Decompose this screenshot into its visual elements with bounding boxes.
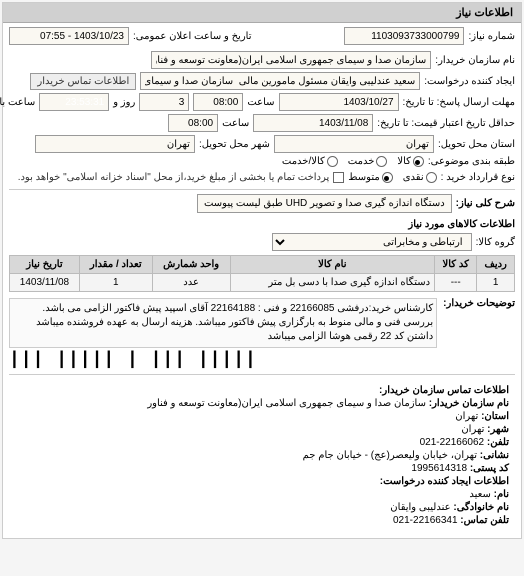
label-validity: حداقل تاریخ اعتبار قیمت: تا تاریخ:	[377, 118, 515, 129]
radio-dot-icon	[426, 172, 437, 183]
th-name: نام کالا	[230, 256, 434, 274]
th-unit: واحد شمارش	[152, 256, 230, 274]
label-days: روز و	[113, 97, 135, 108]
input-response-date[interactable]	[279, 93, 399, 111]
radio-group-contract: نقدی متوسط	[348, 172, 436, 183]
label-address: نشانی:	[480, 450, 509, 461]
radio-service[interactable]: خدمت	[348, 156, 388, 167]
radio-cash[interactable]: نقدی	[403, 172, 437, 183]
label-requester: ایجاد کننده درخواست:	[424, 76, 515, 87]
select-goods-group[interactable]: ارتباطی و مخابراتی	[272, 233, 472, 251]
label-packing: طبقه بندی موضوعی:	[428, 156, 515, 167]
buyer-contact-button[interactable]: اطلاعات تماس خریدار	[30, 73, 136, 90]
form-need-info: شماره نیاز: تاریخ و ساعت اعلان عمومی: نا…	[3, 23, 521, 538]
value-postal: 1995614318	[411, 463, 467, 474]
buyer-desc-body: کارشناس خرید:درفشی 22166085 و فنی : 2216…	[9, 298, 437, 348]
input-days-value[interactable]	[139, 93, 189, 111]
label-request-number: شماره نیاز:	[468, 31, 515, 42]
input-remaining-time	[39, 93, 109, 111]
contact-header: اطلاعات تماس سازمان خریدار:	[379, 385, 509, 396]
label-province: استان:	[481, 411, 509, 422]
radio-both[interactable]: کالا/خدمت	[282, 156, 338, 167]
sub-header-goods: اطلاعات کالاهای مورد نیاز	[9, 219, 515, 230]
th-row: ردیف	[477, 256, 515, 274]
label-contract-type: نوع قرارداد خرید :	[441, 172, 515, 183]
label-lname: نام خانوادگی:	[453, 502, 509, 513]
radio-group-subject: کالا خدمت کالا/خدمت	[282, 156, 424, 167]
contact-info-block: اطلاعات تماس سازمان خریدار: نام سازمان خ…	[9, 379, 515, 534]
table-row: 1 --- دستگاه اندازه گیری صدا با دسی بل م…	[10, 274, 515, 292]
value-cphone: 22166341-021	[393, 515, 458, 526]
value-province: تهران	[455, 411, 478, 422]
input-requester[interactable]	[140, 72, 420, 90]
value-fname: سعید	[469, 489, 490, 500]
input-buyer-org[interactable]	[151, 51, 431, 69]
label-phone: تلفن:	[487, 437, 509, 448]
label-general-title: شرح کلی نیاز:	[456, 198, 515, 209]
note-payment: پرداخت تمام یا بخشی از مبلغ خرید،از محل …	[18, 170, 330, 185]
input-validity-date[interactable]	[253, 114, 373, 132]
value-city: تهران	[461, 424, 484, 435]
th-qty: تعداد / مقدار	[79, 256, 152, 274]
label-buyer-desc: توضیحات خریدار:	[443, 298, 515, 348]
creator-header: اطلاعات ایجاد کننده درخواست:	[380, 476, 509, 487]
label-remaining: ساعت باقی مانده	[0, 97, 35, 108]
checkbox-treasury[interactable]	[333, 172, 344, 183]
value-org: سازمان صدا و سیمای جمهوری اسلامی ایران(م…	[147, 398, 426, 409]
label-goods-group: گروه کالا:	[476, 237, 515, 248]
input-response-time[interactable]	[193, 93, 243, 111]
label-public-datetime: تاریخ و ساعت اعلان عمومی:	[133, 31, 252, 42]
goods-table: ردیف کد کالا نام کالا واحد شمارش تعداد /…	[9, 255, 515, 292]
radio-dot-icon	[413, 156, 424, 167]
value-phone: 22166062-021	[420, 437, 485, 448]
label-delivery-city: شهر محل تحویل:	[199, 139, 270, 150]
radio-goods[interactable]: کالا	[397, 156, 424, 167]
label-postal: کد پستی:	[470, 463, 509, 474]
general-title-box: دستگاه اندازه گیری صدا و تصویر UHD طبق ل…	[197, 194, 452, 213]
main-panel: اطلاعات نیاز شماره نیاز: تاریخ و ساعت اع…	[2, 2, 522, 539]
label-org: نام سازمان خریدار:	[429, 398, 509, 409]
input-delivery-province[interactable]	[274, 135, 434, 153]
barcode: ||||| ||| | ||||| |||	[9, 350, 515, 370]
value-address: تهران، خیابان ولیعصر(عج) - خیابان جام جم	[303, 450, 477, 461]
th-date: تاریخ نیاز	[10, 256, 80, 274]
label-buyer-org: نام سازمان خریدار:	[435, 55, 515, 66]
input-request-number[interactable]	[344, 27, 464, 45]
radio-dot-icon	[382, 172, 393, 183]
input-validity-time[interactable]	[168, 114, 218, 132]
value-lname: عندلیبی وایقان	[390, 502, 450, 513]
th-code: کد کالا	[435, 256, 477, 274]
label-city: شهر:	[487, 424, 509, 435]
input-delivery-city[interactable]	[35, 135, 195, 153]
radio-dot-icon	[327, 156, 338, 167]
label-cphone: تلفن تماس:	[460, 515, 509, 526]
label-time-1: ساعت	[247, 97, 274, 108]
label-response-deadline: مهلت ارسال پاسخ: تا تاریخ:	[403, 97, 515, 108]
input-public-datetime[interactable]	[9, 27, 129, 45]
radio-dot-icon	[376, 156, 387, 167]
label-fname: نام:	[494, 489, 509, 500]
radio-medium[interactable]: متوسط	[348, 172, 392, 183]
label-time-2: ساعت	[222, 118, 249, 129]
section-header-need-info: اطلاعات نیاز	[3, 3, 521, 23]
label-delivery-province: استان محل تحویل:	[438, 139, 515, 150]
